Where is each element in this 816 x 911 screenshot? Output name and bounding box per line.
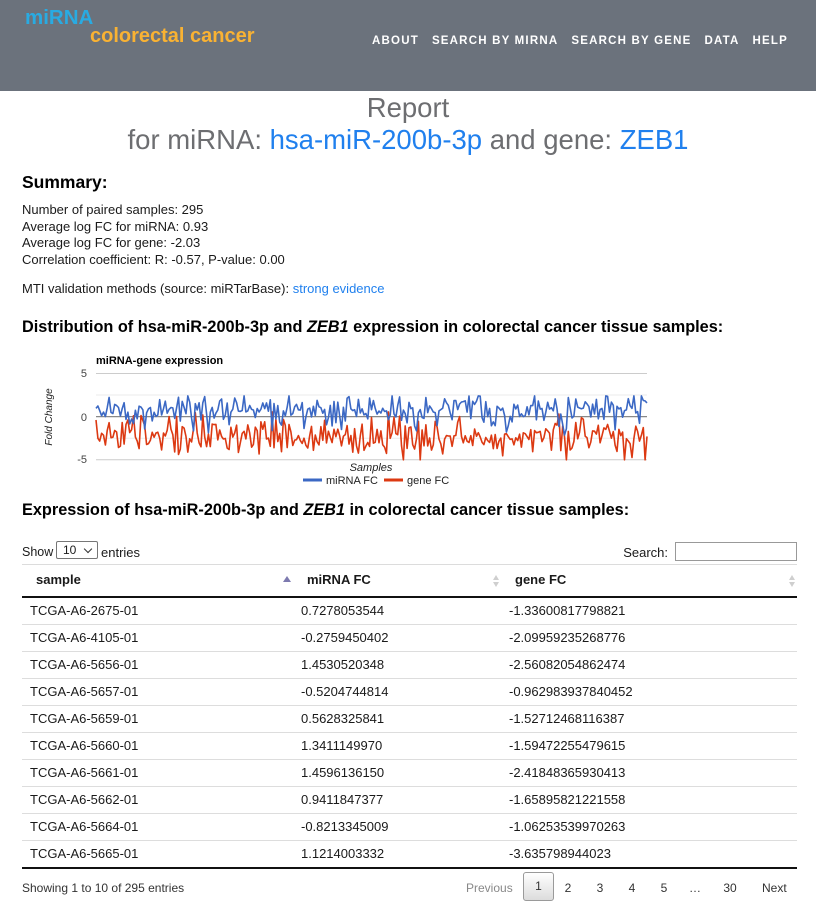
svg-text:0: 0 [81, 412, 87, 424]
svg-text:miRNA-gene expression: miRNA-gene expression [96, 355, 223, 367]
svg-text:-5: -5 [77, 454, 87, 466]
svg-text:5: 5 [81, 368, 87, 380]
svg-text:gene FC: gene FC [407, 475, 449, 487]
svg-text:Samples: Samples [350, 462, 393, 474]
svg-text:Fold Change: Fold Change [44, 387, 55, 445]
svg-text:miRNA FC: miRNA FC [326, 475, 378, 487]
